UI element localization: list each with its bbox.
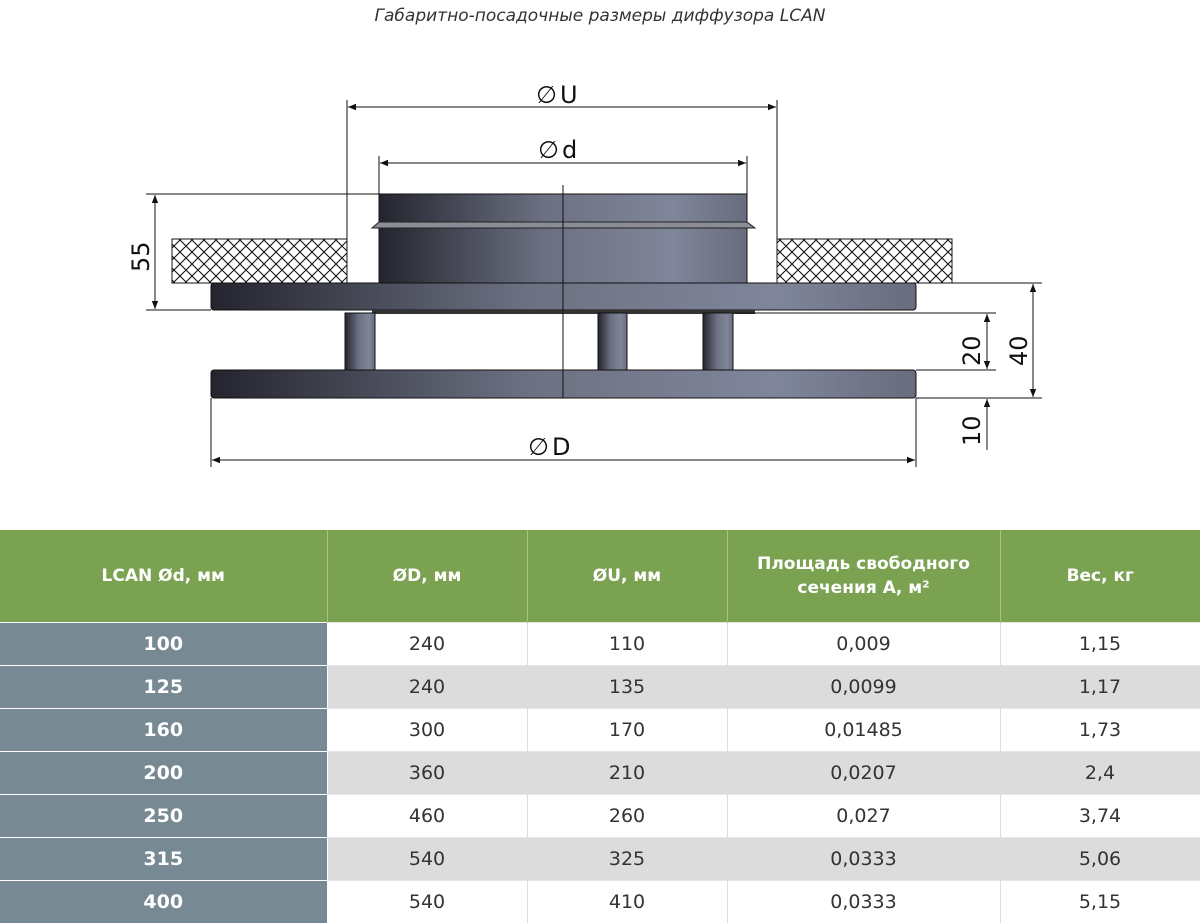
model-cell: 200 <box>0 751 328 795</box>
table-cell: 5,15 <box>1000 880 1200 923</box>
table-cell: 0,0333 <box>727 880 1001 923</box>
table-cell: 3,74 <box>1000 794 1200 838</box>
table-cell: 460 <box>327 794 528 838</box>
table-row: 100 240 110 0,009 1,15 <box>0 622 1200 666</box>
diameter-symbol-D: ∅ <box>528 433 549 461</box>
table-cell: 0,0207 <box>727 751 1001 795</box>
table-cell: 170 <box>527 708 728 752</box>
table-cell: 325 <box>527 837 728 881</box>
diameter-symbol-d: ∅ <box>538 136 559 164</box>
insulation-right <box>776 238 953 284</box>
table-cell: 135 <box>527 665 728 709</box>
diffuser-drawing: ∅ U ∅ d ∅ D 55 20 40 10 <box>127 81 1042 467</box>
header-cell: LCAN Ød, мм <box>0 530 328 623</box>
model-cell: 315 <box>0 837 328 881</box>
dim-label-40: 40 <box>1005 335 1033 366</box>
insulation-left <box>171 238 348 284</box>
table-cell: 300 <box>327 708 528 752</box>
table-row: 160 300 170 0,01485 1,73 <box>0 708 1200 752</box>
table-cell: 5,06 <box>1000 837 1200 881</box>
table-row: 125 240 135 0,0099 1,17 <box>0 665 1200 709</box>
table-cell: 540 <box>327 880 528 923</box>
model-cell: 125 <box>0 665 328 709</box>
dim-label-d: d <box>562 136 577 164</box>
table-cell: 360 <box>327 751 528 795</box>
table-cell: 0,01485 <box>727 708 1001 752</box>
dim-label-10: 10 <box>958 415 986 446</box>
table-header-row: LCAN Ød, мм ØD, мм ØU, мм Площадь свобод… <box>0 530 1200 623</box>
model-cell: 100 <box>0 622 328 666</box>
table-cell: 2,4 <box>1000 751 1200 795</box>
table-cell: 260 <box>527 794 728 838</box>
table-cell: 240 <box>327 665 528 709</box>
dim-label-D: D <box>552 433 570 461</box>
dim-label-U: U <box>560 81 578 109</box>
table-cell: 110 <box>527 622 728 666</box>
table-cell: 410 <box>527 880 728 923</box>
diameter-symbol-U: ∅ <box>536 81 557 109</box>
table-cell: 0,0099 <box>727 665 1001 709</box>
table-cell: 0,009 <box>727 622 1001 666</box>
header-cell: Вес, кг <box>1000 530 1200 623</box>
table-row: 315 540 325 0,0333 5,06 <box>0 837 1200 881</box>
table-cell: 540 <box>327 837 528 881</box>
model-cell: 400 <box>0 880 328 923</box>
table-row: 250 460 260 0,027 3,74 <box>0 794 1200 838</box>
post <box>597 312 628 371</box>
table-cell: 0,0333 <box>727 837 1001 881</box>
table-cell: 0,027 <box>727 794 1001 838</box>
page-title: Габаритно-посадочные размеры диффузора L… <box>374 6 826 26</box>
table-row: 400 540 410 0,0333 5,15 <box>0 880 1200 923</box>
table-row: 200 360 210 0,0207 2,4 <box>0 751 1200 795</box>
table-cell: 1,17 <box>1000 665 1200 709</box>
header-cell: ØD, мм <box>327 530 528 623</box>
table-cell: 210 <box>527 751 728 795</box>
dim-label-20: 20 <box>958 335 986 366</box>
post <box>702 312 734 371</box>
table-cell: 1,73 <box>1000 708 1200 752</box>
table-cell: 240 <box>327 622 528 666</box>
model-cell: 250 <box>0 794 328 838</box>
dimensions-table: LCAN Ød, мм ØD, мм ØU, мм Площадь свобод… <box>0 530 1200 923</box>
post <box>344 312 376 371</box>
header-cell: ØU, мм <box>527 530 728 623</box>
table-cell: 1,15 <box>1000 622 1200 666</box>
model-cell: 160 <box>0 708 328 752</box>
header-cell: Площадь свободного сечения А, м² <box>727 530 1001 623</box>
dim-label-55: 55 <box>127 241 155 272</box>
